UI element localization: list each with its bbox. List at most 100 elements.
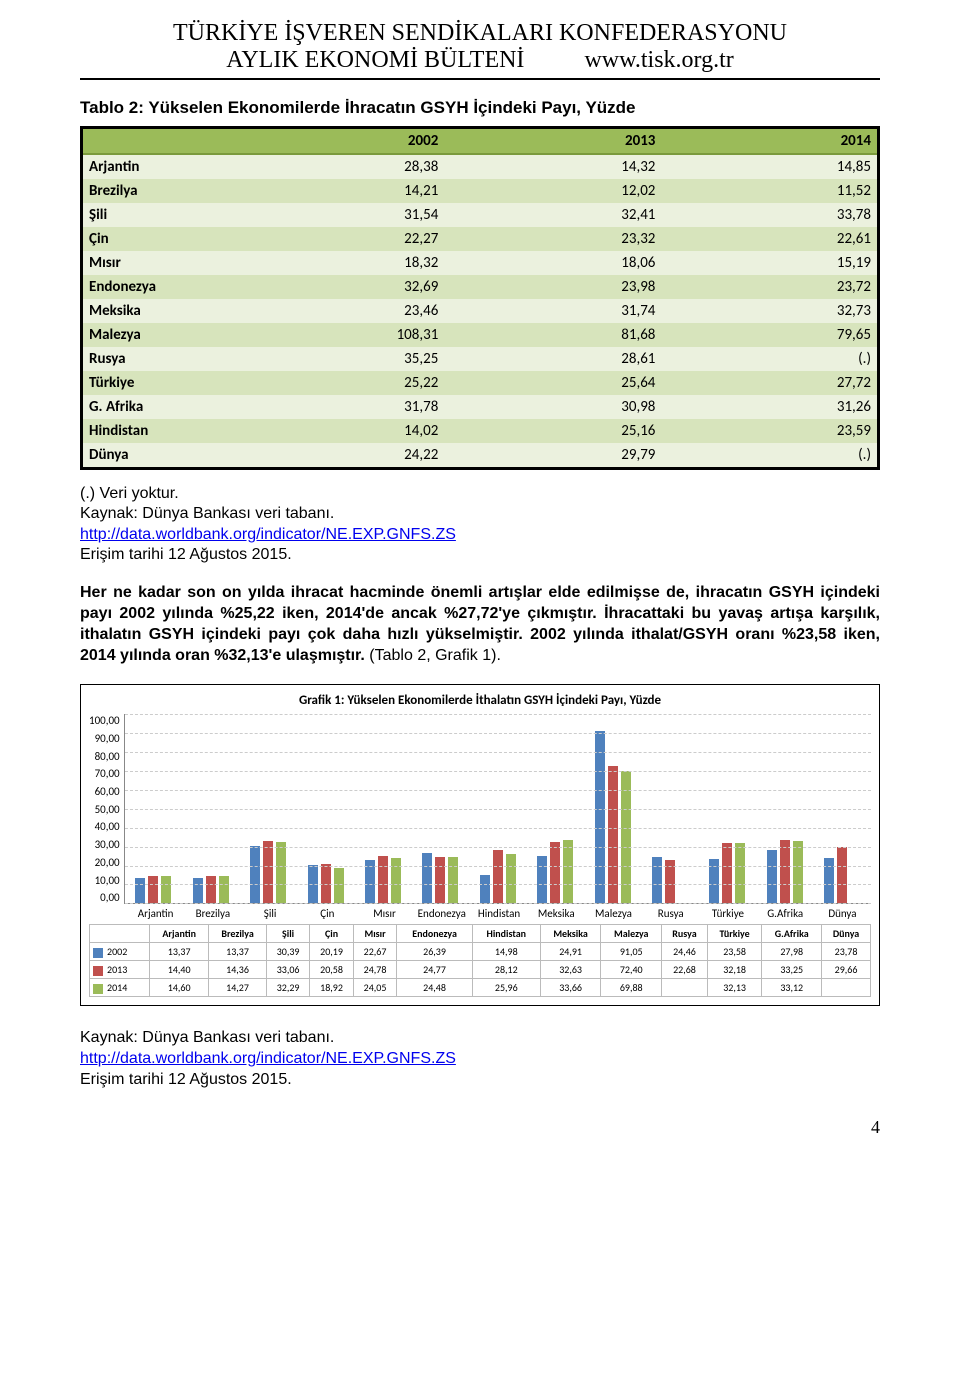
table-row: Arjantin28,3814,3214,85: [82, 154, 879, 179]
grid-line: [125, 903, 871, 904]
row-label: Şili: [82, 203, 228, 227]
bar: [378, 856, 388, 903]
cell-value: 25,16: [444, 419, 661, 443]
legend-col: Mısır: [353, 925, 396, 943]
chart1: Grafik 1: Yükselen Ekonomilerde İthalatı…: [80, 684, 880, 1006]
cell-value: 23,72: [661, 275, 878, 299]
table-row: Hindistan14,0225,1623,59: [82, 419, 879, 443]
legend-value: 29,66: [822, 961, 871, 979]
cell-value: 11,52: [661, 179, 878, 203]
row-label: Hindistan: [82, 419, 228, 443]
x-label: Rusya: [642, 904, 699, 920]
row-label: Dünya: [82, 443, 228, 469]
header-rule: [80, 78, 880, 80]
legend-col: Hindistan: [472, 925, 540, 943]
row-label: Endonezya: [82, 275, 228, 299]
bar: [135, 878, 145, 903]
grid-line: [125, 714, 871, 715]
footer-access-date: Erişim tarihi 12 Ağustos 2015.: [80, 1070, 880, 1091]
legend-value: 30,39: [266, 943, 309, 961]
legend-header-row: ArjantinBrezilyaŞiliÇinMısırEndonezyaHin…: [90, 925, 871, 943]
table-row: Endonezya32,6923,9823,72: [82, 275, 879, 299]
table-row: Malezya108,3181,6879,65: [82, 323, 879, 347]
bar: [563, 840, 573, 904]
cell-value: 15,19: [661, 251, 878, 275]
table2-col-2013: 2013: [444, 128, 661, 155]
grid-line: [125, 790, 871, 791]
cell-value: 28,61: [444, 347, 661, 371]
x-label: Türkiye: [699, 904, 756, 920]
bar: [665, 860, 675, 903]
legend-series-label: 2002: [90, 943, 150, 961]
legend-value: 33,25: [762, 961, 822, 979]
cell-value: 12,02: [444, 179, 661, 203]
grid-line: [125, 733, 871, 734]
legend-value: 33,66: [540, 979, 601, 997]
legend-value: 13,37: [150, 943, 209, 961]
row-label: Mısır: [82, 251, 228, 275]
cell-value: 28,38: [227, 154, 444, 179]
legend-col: Malezya: [601, 925, 662, 943]
cell-value: 24,22: [227, 443, 444, 469]
cell-value: 31,54: [227, 203, 444, 227]
y-tick: 100,00: [89, 714, 120, 727]
cell-value: 23,98: [444, 275, 661, 299]
footer-source-line: Kaynak: Dünya Bankası veri tabanı.: [80, 1028, 880, 1049]
legend-value: 72,40: [601, 961, 662, 979]
legend-col: Dünya: [822, 925, 871, 943]
x-label: Hindistan: [470, 904, 527, 920]
legend-value: 14,60: [150, 979, 209, 997]
bar: [448, 857, 458, 903]
cell-value: 14,21: [227, 179, 444, 203]
bar: [493, 850, 503, 903]
bar: [537, 856, 547, 903]
legend-value: 24,91: [540, 943, 601, 961]
legend-col: Türkiye: [707, 925, 761, 943]
cell-value: 29,79: [444, 443, 661, 469]
legend-value: 14,98: [472, 943, 540, 961]
cell-value: 14,02: [227, 419, 444, 443]
legend-value: 26,39: [397, 943, 473, 961]
legend-value: 24,78: [353, 961, 396, 979]
legend-value: 91,05: [601, 943, 662, 961]
bar: [219, 876, 229, 903]
header-subtitle: AYLIK EKONOMİ BÜLTENİ: [226, 47, 524, 74]
grid-line: [125, 771, 871, 772]
legend-value: 23,58: [707, 943, 761, 961]
table2-col-2002: 2002: [227, 128, 444, 155]
legend-value: 24,46: [662, 943, 708, 961]
cell-value: 14,32: [444, 154, 661, 179]
cell-value: (.): [661, 443, 878, 469]
cell-value: (.): [661, 347, 878, 371]
cell-value: 22,27: [227, 227, 444, 251]
table-row: Türkiye25,2225,6427,72: [82, 371, 879, 395]
table-row: Meksika23,4631,7432,73: [82, 299, 879, 323]
legend-row: 201414,6014,2732,2918,9224,0524,4825,963…: [90, 979, 871, 997]
legend-value: 32,29: [266, 979, 309, 997]
legend-col: Brezilya: [209, 925, 267, 943]
legend-value: 24,05: [353, 979, 396, 997]
legend-col: Çin: [310, 925, 353, 943]
row-label: G. Afrika: [82, 395, 228, 419]
grid-line: [125, 752, 871, 753]
y-tick: 40,00: [95, 820, 120, 833]
chart1-legend-table: ArjantinBrezilyaŞiliÇinMısırEndonezyaHin…: [89, 924, 871, 997]
y-tick: 30,00: [95, 838, 120, 851]
legend-col: Şili: [266, 925, 309, 943]
bar: [334, 868, 344, 904]
legend-value: 33,06: [266, 961, 309, 979]
cell-value: 23,59: [661, 419, 878, 443]
cell-value: 23,46: [227, 299, 444, 323]
legend-series-label: 2013: [90, 961, 150, 979]
cell-value: 25,64: [444, 371, 661, 395]
table-row: Brezilya14,2112,0211,52: [82, 179, 879, 203]
cell-value: 27,72: [661, 371, 878, 395]
bar: [161, 876, 171, 904]
page-number: 4: [80, 1117, 880, 1138]
x-label: Malezya: [585, 904, 642, 920]
footer-source-link[interactable]: http://data.worldbank.org/indicator/NE.E…: [80, 1050, 456, 1067]
note-link[interactable]: http://data.worldbank.org/indicator/NE.E…: [80, 526, 456, 543]
cell-value: 32,41: [444, 203, 661, 227]
body-paren: (Tablo 2, Grafik 1).: [365, 647, 501, 664]
chart1-plot: [124, 714, 871, 904]
